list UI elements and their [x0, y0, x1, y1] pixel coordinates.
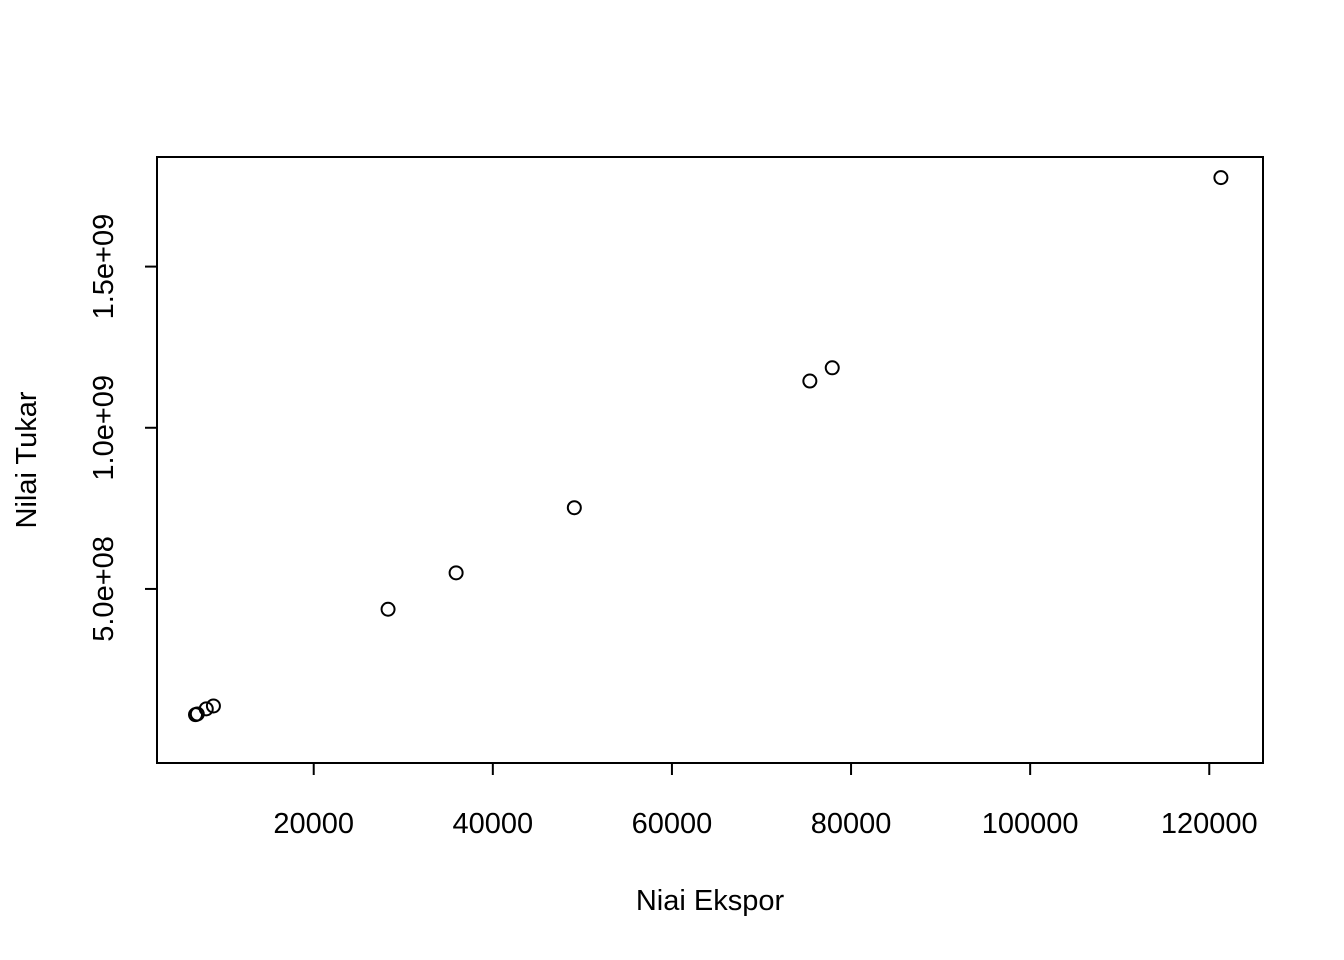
data-point	[205, 698, 221, 714]
x-tick-label: 100000	[982, 808, 1079, 840]
x-tick-label: 20000	[273, 808, 354, 840]
data-point	[1213, 170, 1229, 186]
x-axis: 20000 40000 60000 80000 100000 120000	[273, 762, 1258, 840]
plot-frame	[156, 156, 1264, 764]
x-axis-label: Niai Ekspor	[636, 885, 785, 917]
data-point	[448, 565, 464, 581]
data-point	[802, 373, 818, 389]
y-tick-label: 1.0e+09	[88, 375, 120, 481]
x-tick-label: 40000	[453, 808, 534, 840]
x-tick-label: 80000	[811, 808, 892, 840]
y-tick-label: 1.5e+09	[88, 214, 120, 320]
y-tick-label: 5.0e+08	[88, 536, 120, 642]
data-point	[198, 701, 214, 717]
data-points	[188, 170, 1229, 723]
data-point	[380, 601, 396, 617]
y-axis-label: Nilai Tukar	[11, 391, 43, 528]
x-tick-label: 120000	[1161, 808, 1258, 840]
data-point	[566, 500, 582, 516]
x-tick-label: 60000	[632, 808, 713, 840]
data-point	[824, 360, 840, 376]
y-axis: 5.0e+08 1.0e+09 1.5e+09	[88, 214, 158, 642]
